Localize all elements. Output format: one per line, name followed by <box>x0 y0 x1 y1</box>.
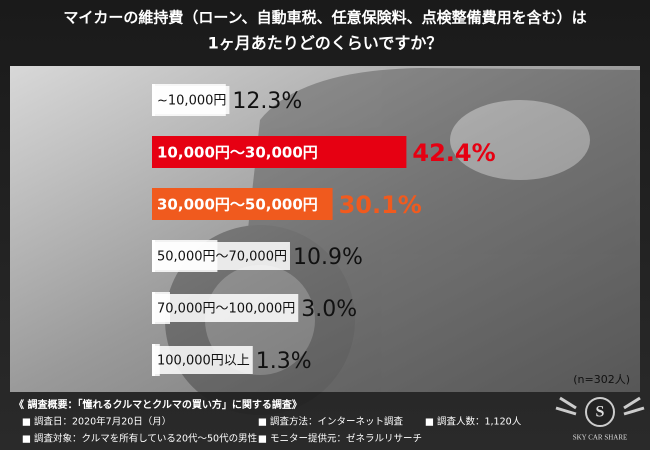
bar <box>152 136 407 168</box>
footer-item: ■ 調査日：2020年7月20日（月） <box>22 416 171 428</box>
logo: S SKY CAR SHARE <box>555 396 645 442</box>
chart-title: マイカーの維持費（ローン、自動車税、任意保険料、点検整備費用を含む）は <box>63 9 586 27</box>
value-label: 1.3% <box>256 349 312 374</box>
logo-text: SKY CAR SHARE <box>573 434 628 442</box>
value-label: 30.1% <box>339 191 422 219</box>
footer-item: ■ モニター提供元：ゼネラルリサーチ <box>258 433 422 445</box>
footer-item: ■ 調査人数：1,120人 <box>425 416 522 428</box>
value-label: 42.4% <box>412 139 495 167</box>
category-label: 50,000円～70,000円 <box>157 250 287 265</box>
label-background <box>154 242 290 270</box>
bar-edge <box>152 240 155 272</box>
value-label: 12.3% <box>232 89 302 114</box>
label-background <box>154 346 253 374</box>
footer-item: ■ 調査方法：インターネット調査 <box>258 416 403 428</box>
category-label: 30,000円～50,000円 <box>157 196 318 214</box>
value-label: 10.9% <box>293 245 363 270</box>
label-background <box>154 86 230 114</box>
category-label: 10,000円～30,000円 <box>157 144 318 162</box>
category-label: 70,000円～100,000円 <box>157 302 295 317</box>
bar <box>152 188 333 220</box>
label-background <box>154 294 299 322</box>
bar-edge <box>152 84 155 116</box>
annotation: (n=302人) <box>573 373 630 386</box>
footer-heading: 《 調査概要：「憧れるクルマとクルマの買い方」に関する調査》 <box>14 398 302 411</box>
footer-item: ■ 調査対象：クルマを所有している20代～50代の男性 <box>22 433 258 445</box>
value-label: 3.0% <box>301 297 357 322</box>
photo-panel <box>10 66 640 392</box>
category-label: ~10,000円 <box>157 94 226 109</box>
logo-letter: S <box>596 404 605 421</box>
chart-subtitle: 1ヶ月あたりどのくらいですか？ <box>208 34 443 53</box>
bar-edge <box>152 292 155 324</box>
bar-edge <box>152 344 155 376</box>
category-label: 100,000円以上 <box>157 354 250 369</box>
